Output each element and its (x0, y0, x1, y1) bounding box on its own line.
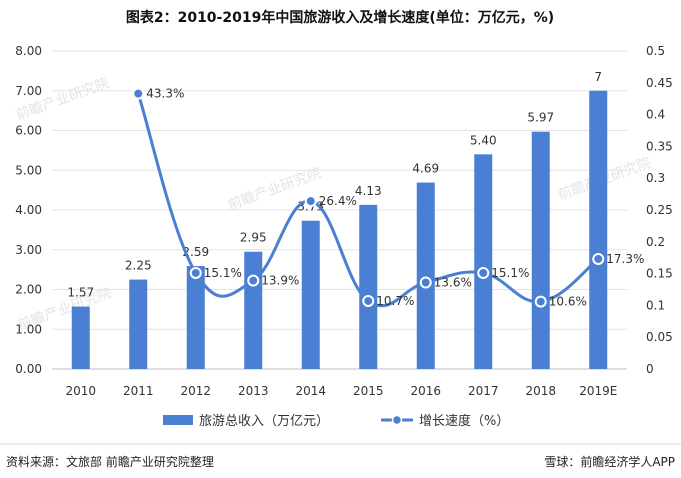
bar (416, 182, 435, 369)
legend: 旅游总收入（万亿元） 增长速度（%） (163, 413, 509, 429)
left-tick-label: 3.00 (15, 243, 42, 257)
right-tick-label: 0.1 (646, 298, 665, 312)
bar (359, 204, 378, 369)
growth-point (419, 276, 432, 289)
bar-value-label: 7 (594, 70, 602, 84)
bar-value-label: 2.95 (240, 231, 267, 245)
growth-value-label: 26.4% (319, 194, 357, 208)
right-tick-label: 0.15 (646, 267, 673, 281)
legend-line-label: 增长速度（%） (419, 413, 509, 429)
left-tick-label: 2.00 (15, 283, 42, 297)
x-tick-label: 2017 (468, 384, 499, 398)
growth-point (534, 295, 547, 308)
right-tick-label: 0.25 (646, 203, 673, 217)
growth-value-label: 10.6% (549, 295, 587, 309)
x-tick-label: 2012 (180, 384, 211, 398)
right-tick-label: 0 (646, 362, 654, 376)
bar (474, 154, 493, 369)
legend-bar-swatch (163, 415, 193, 425)
x-axis-ticks: 2010 2011 2012 2013 2014 2015 2016 2017 2018 2019… (65, 384, 617, 398)
bar (71, 306, 90, 369)
bar (531, 131, 550, 369)
x-tick-label: 2010 (65, 384, 96, 398)
growth-point (132, 87, 145, 100)
bar (244, 251, 263, 369)
left-tick-label: 8.00 (15, 44, 42, 58)
growth-point (362, 294, 375, 307)
left-tick-label: 4.00 (15, 203, 42, 217)
legend-bar-label: 旅游总收入（万亿元） (199, 414, 329, 429)
line-data-labels: 43.3% 15.1% 13.9% 26.4% 10.7% 13.6% 15.1% 10.6%… (146, 87, 644, 309)
left-tick-label: 1.00 (15, 322, 42, 336)
growth-value-label: 43.3% (146, 87, 184, 101)
left-tick-label: 6.00 (15, 124, 42, 138)
footer-right-text: 雪球：前瞻经济学人APP (544, 454, 675, 469)
x-tick-label: 2018 (525, 384, 556, 398)
right-axis-ticks: 0 0.05 0.1 0.15 0.2 0.25 0.3 0.35 0.4 0.45 0.5 (646, 44, 673, 376)
line-series (132, 87, 605, 308)
growth-value-label: 17.3% (606, 252, 644, 266)
chart-title: 图表2：2010-2019年中国旅游收入及增长速度(单位：万亿元，%) (126, 9, 554, 26)
bar-value-label: 5.40 (470, 133, 497, 147)
source-text: 资料来源：文旅部 前瞻产业研究院整理 (6, 454, 214, 469)
growth-point (247, 274, 260, 287)
bar-series (71, 90, 608, 369)
right-tick-label: 0.35 (646, 139, 673, 153)
bar-value-label: 2.25 (125, 259, 152, 273)
bar-value-label: 4.13 (355, 184, 382, 198)
svg-text:前瞻产业研究院: 前瞻产业研究院 (14, 74, 112, 123)
growth-value-label: 15.1% (491, 266, 529, 280)
right-tick-label: 0.4 (646, 108, 665, 122)
bar (589, 90, 608, 369)
growth-point (592, 252, 605, 265)
bar (186, 266, 205, 369)
bar-value-label: 4.69 (412, 162, 439, 176)
growth-value-label: 13.6% (434, 276, 472, 290)
bar (301, 220, 320, 369)
right-tick-label: 0.5 (646, 44, 665, 58)
left-tick-label: 5.00 (15, 163, 42, 177)
left-axis-ticks: 0.00 1.00 2.00 3.00 4.00 5.00 6.00 7.00 8.00 (15, 44, 42, 376)
x-tick-label: 2016 (410, 384, 441, 398)
growth-point (304, 195, 317, 208)
left-tick-label: 7.00 (15, 84, 42, 98)
x-tick-label: 2011 (123, 384, 154, 398)
growth-point (477, 266, 490, 279)
legend-line-marker (391, 414, 403, 426)
growth-value-label: 15.1% (204, 266, 242, 280)
right-tick-label: 0.3 (646, 171, 665, 185)
growth-value-label: 13.9% (261, 274, 299, 288)
x-tick-label: 2013 (238, 384, 269, 398)
x-tick-label: 2019E (579, 384, 617, 398)
growth-point (189, 266, 202, 279)
x-tick-label: 2015 (353, 384, 384, 398)
right-tick-label: 0.05 (646, 330, 673, 344)
bar-value-label: 1.57 (67, 286, 94, 300)
right-tick-label: 0.45 (646, 76, 673, 90)
right-tick-label: 0.2 (646, 235, 665, 249)
x-tick-label: 2014 (295, 384, 326, 398)
left-tick-label: 0.00 (15, 362, 42, 376)
bar-value-label: 5.97 (527, 111, 554, 125)
bar (129, 279, 148, 369)
bar-value-label: 2.59 (182, 245, 209, 259)
growth-value-label: 10.7% (376, 294, 414, 308)
